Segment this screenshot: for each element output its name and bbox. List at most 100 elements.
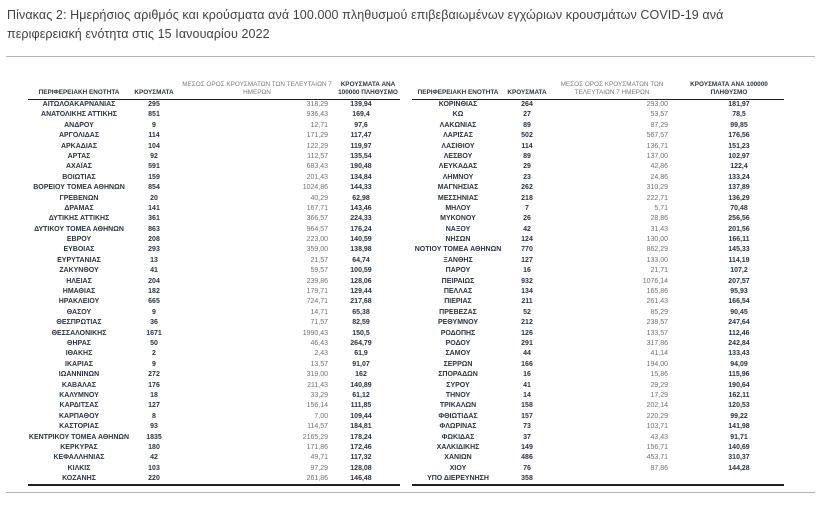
per100k-cell: 143,46	[350, 204, 372, 212]
per100k-cell: 190,48	[350, 163, 372, 171]
avg7-cell: 318,29	[306, 101, 328, 108]
avg7-header: ΜΕΣΟΣ ΟΡΟΣ ΚΡΟΥΣΜΑΤΩΝ ΤΩΝ ΤΕΛΕΥΤΑΙΩΝ 7 Η…	[178, 72, 336, 100]
avg7-cell: 453,71	[646, 454, 668, 462]
avg7-cell: 136,71	[646, 142, 668, 150]
region-cell: ΛΗΜΝΟΥ	[442, 173, 474, 181]
per100k-cell: 91,71	[730, 433, 748, 441]
region-cell: ΛΑΣΙΘΙΟΥ	[441, 142, 475, 150]
region-cell: ΗΜΑΘΙΑΣ	[62, 288, 96, 296]
avg7-cell: 194,00	[646, 360, 668, 368]
region-cell: ΞΑΝΘΗΣ	[443, 256, 473, 264]
avg7-cell: 114,57	[307, 423, 328, 431]
region-cell: ΠΙΕΡΙΑΣ	[444, 298, 472, 306]
region-cell: ΕΥΒΟΙΑΣ	[63, 246, 95, 254]
per100k-cell: 62,98	[352, 194, 370, 202]
region-cell: ΚΕΝΤΡΙΚΟΥ ΤΟΜΕΑ ΑΘΗΝΩΝ	[28, 433, 130, 441]
per100k-cell: 151,23	[728, 142, 750, 150]
cases-cell: 770	[521, 246, 533, 254]
region-cell: ΔΡΑΜΑΣ	[64, 204, 94, 212]
region-cell: ΛΑΚΩΝΙΑΣ	[439, 121, 477, 129]
cases-cell: 127	[148, 402, 160, 410]
per100k-cell	[674, 474, 784, 484]
per100k-cell: 61,12	[352, 391, 370, 399]
region-cell: ΒΟΡΕΙΟΥ ΤΟΜΕΑ ΑΘΗΝΩΝ	[33, 184, 125, 192]
per100k-cell: 61,9	[354, 350, 368, 358]
cases-header: ΚΡΟΥΣΜΑΤΑ	[130, 72, 178, 100]
cases-cell: 208	[148, 236, 160, 244]
per100k-cell: 99,22	[730, 412, 748, 420]
region-cell: ΤΡΙΚΑΛΩΝ	[439, 402, 477, 410]
avg7-cell: 319,00	[306, 371, 328, 379]
cases-cell: 126	[521, 329, 533, 337]
region-cell: ΚΕΡΚΥΡΑΣ	[60, 443, 98, 451]
cases-cell: 27	[523, 111, 531, 119]
avg7-cell: 59,57	[310, 267, 328, 275]
avg7-cell: 28,86	[650, 215, 668, 223]
region-cell: ΚΕΦΑΛΛΗΝΙΑΣ	[53, 454, 105, 462]
per100k-cell: 140,69	[728, 443, 750, 451]
region-cell: ΑΝΔΡΟΥ	[64, 121, 94, 129]
per100k-cell: 95,93	[730, 288, 748, 296]
per100k-cell: 224,33	[350, 215, 372, 223]
avg7-cell: 317,86	[646, 339, 668, 347]
avg7-cell: 15,86	[650, 371, 668, 379]
per100k-cell: 169,4	[352, 111, 370, 119]
per100k-cell: 117,32	[350, 454, 372, 462]
avg7-cell: 122,29	[306, 142, 328, 150]
per100k-cell: 120,53	[728, 402, 750, 410]
avg7-cell: 156,14	[306, 402, 328, 410]
cases-header: ΚΡΟΥΣΜΑΤΑ	[504, 72, 550, 100]
avg7-cell: 133,00	[646, 256, 668, 264]
avg7-header: ΜΕΣΟΣ ΟΡΟΣ ΚΡΟΥΣΜΑΤΩΝ ΤΩΝ ΤΕΛΕΥΤΑΙΩΝ 7 Η…	[550, 72, 674, 100]
avg7-cell: 13,57	[310, 360, 328, 368]
region-cell: ΣΥΡΟΥ	[446, 381, 470, 389]
cases-cell: 218	[521, 194, 533, 202]
bottom-divider	[6, 492, 815, 493]
cases-cell: 358	[521, 475, 533, 483]
cases-cell: 854	[148, 184, 160, 192]
cases-cell: 93	[150, 423, 158, 431]
per100k-cell: 135,54	[350, 152, 372, 160]
per100k-cell: 176,24	[350, 225, 372, 233]
cases-cell: 20	[150, 194, 158, 202]
region-cell: ΧΑΛΚΙΔΙΚΗΣ	[436, 443, 480, 451]
cases-cell: 665	[148, 298, 160, 306]
per100k-cell: 70,48	[730, 204, 748, 212]
region-cell: ΦΘΙΩΤΙΔΑΣ	[438, 412, 478, 420]
region-cell: ΑΡΤΑΣ	[67, 152, 91, 160]
cases-cell: 180	[148, 443, 160, 451]
per100k-cell: 109,44	[350, 412, 372, 420]
per100k-cell: 181,97	[728, 101, 750, 108]
avg7-cell: 53,57	[650, 111, 668, 119]
avg7-cell: 87,86	[650, 464, 668, 472]
cases-cell: 1671	[146, 329, 162, 337]
avg7-cell: 29,29	[650, 381, 668, 389]
cases-cell: 291	[521, 339, 533, 347]
per100k-cell: 256,56	[728, 215, 750, 223]
avg7-cell: 220,29	[646, 412, 668, 420]
region-cell: ΙΩΑΝΝΙΝΩΝ	[58, 371, 100, 379]
region-cell: ΜΥΚΟΝΟΥ	[440, 215, 476, 223]
per100k-cell: 94,09	[730, 360, 748, 368]
cases-cell: 220	[148, 475, 160, 483]
avg7-cell: 936,43	[306, 111, 328, 119]
avg7-cell: 133,57	[646, 329, 668, 337]
avg7-cell: 223,00	[306, 236, 328, 244]
avg7-cell: 222,71	[646, 194, 668, 202]
avg7-cell: 1076,14	[642, 277, 668, 285]
covid-table-right: ΠΕΡΙΦΕΡΕΙΑΚΗ ΕΝΟΤΗΤΑ ΚΡΟΥΣΜΑΤΑ ΜΕΣΟΣ ΟΡΟΣ …	[412, 72, 784, 487]
region-cell: ΧΑΝΙΩΝ	[444, 454, 472, 462]
per100k-cell: 140,59	[350, 236, 372, 244]
avg7-cell	[550, 474, 674, 484]
cases-cell: 29	[523, 163, 531, 171]
cases-cell: 502	[521, 132, 533, 140]
per100k-cell: 144,28	[728, 464, 750, 472]
region-cell: ΕΥΡΥΤΑΝΙΑΣ	[57, 256, 101, 264]
cases-cell: 13	[150, 256, 158, 264]
avg7-cell: 103,71	[646, 423, 668, 431]
per100k-cell: 162,11	[728, 391, 750, 399]
per100k-cell: 137,89	[728, 184, 750, 192]
cases-cell: 89	[523, 152, 531, 160]
cases-cell: 16	[523, 267, 531, 275]
cases-cell: 37	[523, 433, 531, 441]
